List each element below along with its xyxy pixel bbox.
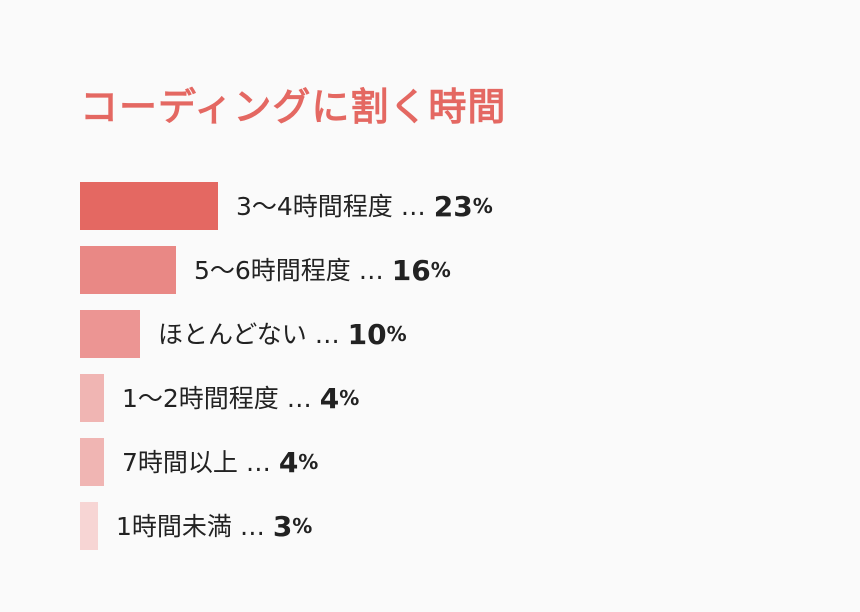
- bar-label-2: 5〜6時間程度 … 16%: [194, 254, 451, 287]
- bar-label-5: 7時間以上 … 4%: [122, 446, 318, 479]
- unit-label: %: [387, 322, 407, 346]
- unit-label: %: [339, 386, 359, 410]
- category-label: 1時間未満 …: [116, 512, 273, 541]
- category-label: 1〜2時間程度 …: [122, 384, 320, 413]
- chart-title: コーディングに割く時間: [80, 85, 507, 129]
- value-label: 16: [392, 254, 431, 287]
- value-label: 4: [279, 446, 298, 479]
- value-label: 4: [320, 382, 339, 415]
- bar-label-3: ほとんどない … 10%: [158, 318, 407, 351]
- bar-5: [80, 438, 104, 486]
- category-label: 7時間以上 …: [122, 448, 279, 477]
- value-label: 3: [273, 510, 292, 543]
- value-label: 10: [348, 318, 387, 351]
- value-label: 23: [434, 190, 473, 223]
- bar-6: [80, 502, 98, 550]
- unit-label: %: [298, 450, 318, 474]
- category-label: 5〜6時間程度 …: [194, 256, 392, 285]
- unit-label: %: [431, 258, 451, 282]
- bar-2: [80, 246, 176, 294]
- bar-label-6: 1時間未満 … 3%: [116, 510, 312, 543]
- bar-3: [80, 310, 140, 358]
- bar-1: [80, 182, 218, 230]
- category-label: ほとんどない …: [158, 320, 348, 349]
- unit-label: %: [473, 194, 493, 218]
- bar-label-4: 1〜2時間程度 … 4%: [122, 382, 359, 415]
- bar-label-1: 3〜4時間程度 … 23%: [236, 190, 493, 223]
- category-label: 3〜4時間程度 …: [236, 192, 434, 221]
- bar-4: [80, 374, 104, 422]
- unit-label: %: [292, 514, 312, 538]
